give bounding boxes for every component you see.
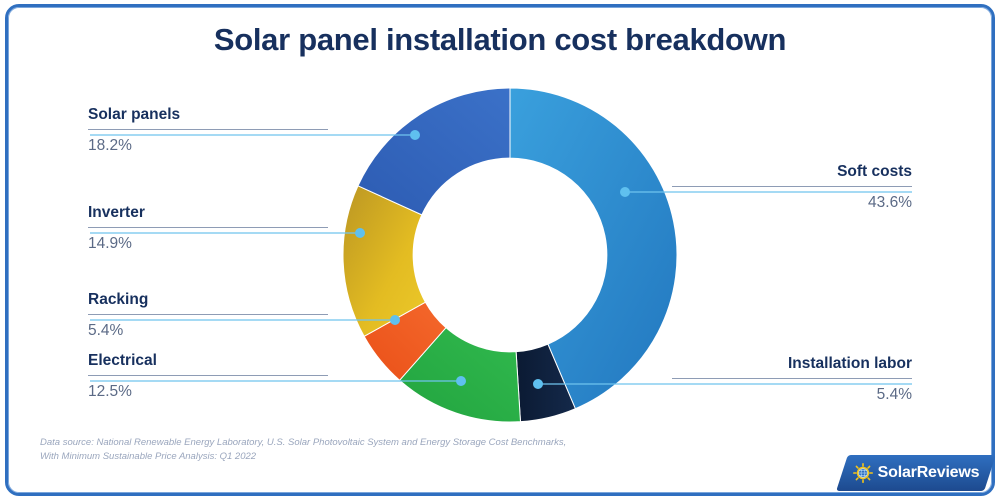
callout-rule-soft-costs [672, 186, 912, 187]
callout-rule-racking [88, 314, 328, 315]
footnote-line-2: With Minimum Sustainable Price Analysis:… [40, 451, 257, 462]
callout-label-soft-costs: Soft costs [837, 163, 912, 180]
callout-label-electrical: Electrical [88, 352, 157, 369]
callout-value-electrical: 12.5% [88, 383, 132, 400]
callout-racking: Racking 5.4% [88, 290, 328, 341]
callout-value-inverter: 14.9% [88, 235, 132, 252]
donut-slice-solar-panels[interactable] [357, 87, 511, 216]
callout-rule-electrical [88, 375, 328, 376]
data-source-footnote: Data source: National Renewable Energy L… [40, 436, 680, 464]
callout-label-installation-labor: Installation labor [787, 355, 912, 372]
callout-label-solar-panels: Solar panels [88, 106, 181, 123]
callout-electrical: Electrical 12.5% [88, 351, 328, 402]
callout-value-racking: 5.4% [88, 322, 124, 339]
callout-solar-panels: Solar panels 18.2% [88, 105, 328, 156]
donut-svg [342, 87, 678, 423]
callout-soft-costs: Soft costs 43.6% [672, 162, 912, 213]
footnote-line-1: Data source: National Renewable Energy L… [40, 437, 567, 448]
callout-value-installation-labor: 5.4% [876, 386, 912, 403]
callout-rule-inverter [88, 227, 328, 228]
callout-rule-installation-labor [672, 378, 912, 379]
callout-installation-labor: Installation labor 5.4% [672, 354, 912, 405]
sun-globe-icon [852, 463, 873, 483]
logo-text: SolarReviews [877, 464, 980, 481]
callout-label-racking: Racking [88, 291, 149, 308]
callout-value-solar-panels: 18.2% [88, 137, 132, 154]
donut-slice-soft-costs[interactable] [509, 87, 678, 410]
callout-rule-solar-panels [88, 129, 328, 130]
callout-label-inverter: Inverter [88, 204, 145, 221]
logo-content: SolarReviews [842, 455, 990, 491]
callout-inverter: Inverter 14.9% [88, 203, 328, 254]
callout-value-soft-costs: 43.6% [868, 194, 912, 211]
solarreviews-logo[interactable]: SolarReviews [836, 455, 996, 491]
donut-chart [340, 85, 680, 425]
page-title: Solar panel installation cost breakdown [213, 22, 787, 57]
